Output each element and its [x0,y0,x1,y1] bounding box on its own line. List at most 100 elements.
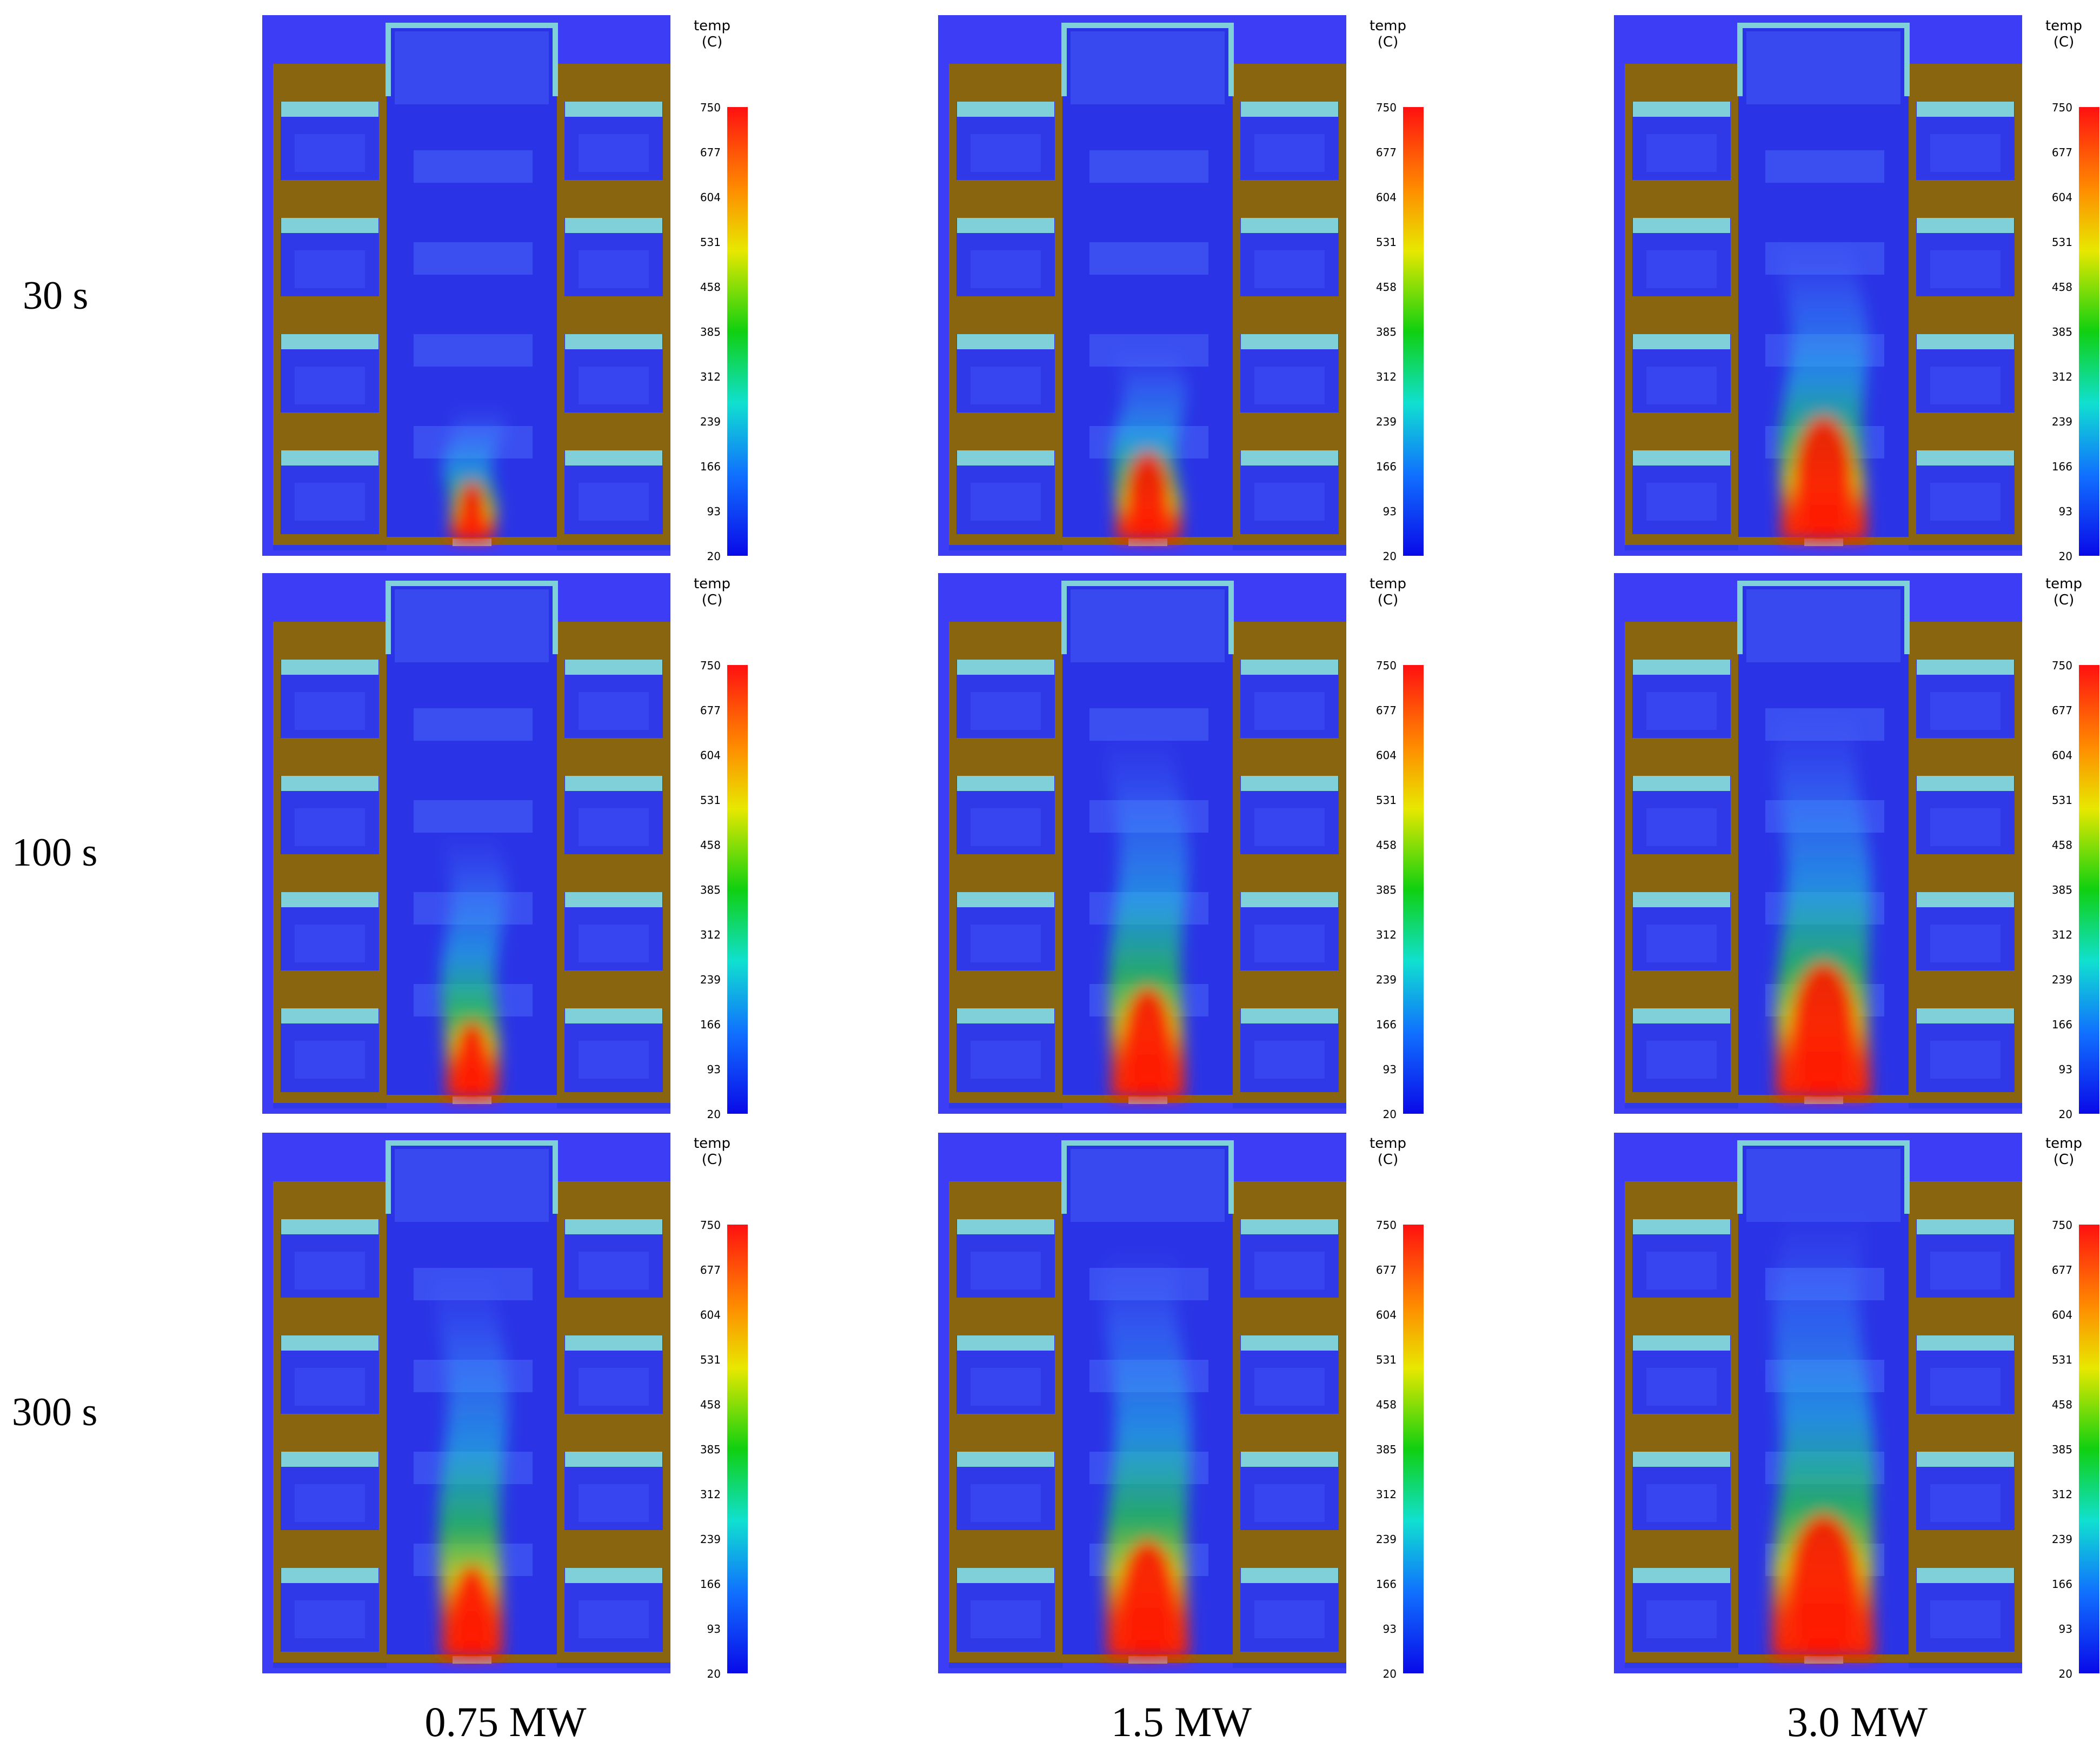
col-label-30mw: 3.0 MW [1787,1698,1928,1745]
colorbar-tick-label: 20 [1383,550,1397,563]
colorbar [1403,1225,1424,1673]
colorbar-tick-label: 312 [2052,928,2072,941]
fire-plume [1104,1246,1191,1658]
colorbar-tick-label: 677 [1376,146,1397,159]
colorbar-title: temp [2045,18,2082,34]
temperature-slice-render: temp(C) 750 677 604 531 458 385 312 239 166 93 20 [1614,573,2099,1121]
colorbar-tick-label: 750 [2052,1219,2072,1232]
colorbar-tick-label: 750 [700,101,721,114]
temperature-slice-render: temp(C) 750 677 604 531 458 385 312 239 166 93 20 [262,1133,748,1680]
colorbar-tick-label: 385 [2052,883,2072,896]
colorbar-tick-label: 312 [700,370,721,383]
simulation-panel: temp (C) 750 677 604 531 458 385 312 239 166 93 20 [938,573,1479,1130]
colorbar-tick-label: 385 [700,1443,721,1456]
colorbar-tick-label: 93 [1383,1623,1397,1636]
colorbar-tick-label: 239 [700,973,721,986]
colorbar-tick-label: 239 [1376,973,1397,986]
simulation-panel: temp (C) 750 677 604 531 458 385 312 239 166 93 20 [1614,573,2100,1130]
colorbar-tick-label: 750 [700,1219,721,1232]
simulation-panel: temp (C) 750 677 604 531 458 385 312 239 166 93 20 [938,1133,1479,1690]
colorbar-tick-label: 458 [1376,839,1397,852]
colorbar-tick-label: 20 [2059,1108,2072,1121]
colorbar-tick-label: 20 [707,550,721,563]
colorbar-tick-label: 531 [1376,794,1397,807]
colorbar-tick-label: 93 [1383,1063,1397,1076]
fire-core [457,481,487,542]
colorbar-tick-label: 750 [1376,1219,1397,1232]
temperature-slice-render: temp(C) 750 677 604 531 458 385 312 239 166 93 20 [938,15,1424,563]
colorbar-tick-label: 166 [2052,1018,2072,1031]
colorbar-tick-label: 385 [2052,325,2072,338]
colorbar-unit: (C) [702,34,722,50]
simulation-panel: temp (C) 750 677 604 531 458 385 312 239 166 93 20 [1614,15,2100,572]
colorbar-title: temp [1370,1135,1406,1152]
colorbar-tick-label: 677 [2052,1264,2072,1277]
colorbar-tick-label: 385 [1376,1443,1397,1456]
fire-core [1119,1540,1177,1660]
colorbar-tick-label: 750 [2052,659,2072,672]
colorbar-tick-label: 312 [1376,928,1397,941]
colorbar-title: temp [694,1135,730,1152]
colorbar-title: temp [2045,1135,2082,1152]
colorbar-tick-label: 20 [1383,1108,1397,1121]
colorbar-tick-label: 239 [700,1533,721,1546]
colorbar-tick-label: 750 [2052,101,2072,114]
colorbar-tick-label: 93 [707,505,721,518]
colorbar-unit: (C) [2054,592,2074,608]
colorbar-tick-label: 20 [707,1108,721,1121]
colorbar-tick-label: 677 [1376,1264,1397,1277]
colorbar-tick-label: 239 [2052,1533,2072,1546]
colorbar-tick-label: 166 [700,460,721,473]
colorbar-tick-label: 604 [2052,191,2072,204]
colorbar-tick-label: 385 [700,883,721,896]
colorbar-tick-label: 166 [700,1018,721,1031]
simulation-panel: temp (C) 750 677 604 531 458 385 312 239 166 93 20 [262,573,803,1130]
colorbar-tick-label: 458 [700,839,721,852]
colorbar-unit: (C) [2054,34,2074,50]
colorbar-tick-label: 166 [1376,1578,1397,1591]
colorbar-tick-label: 385 [1376,325,1397,338]
row-label-300s: 300 s [12,1390,98,1434]
colorbar-tick-label: 531 [700,794,721,807]
colorbar-title: temp [694,18,730,34]
colorbar-tick-label: 750 [1376,101,1397,114]
colorbar-tick-label: 166 [2052,1578,2072,1591]
colorbar-unit: (C) [1378,1152,1398,1168]
colorbar-tick-label: 531 [2052,236,2072,249]
fire-plume [438,833,507,1099]
colorbar-tick-label: 20 [1383,1667,1397,1680]
colorbar-tick-label: 385 [700,325,721,338]
colorbar-tick-label: 93 [2059,1063,2072,1076]
fire-core [1787,1513,1860,1660]
colorbar [2079,665,2099,1114]
temperature-slice-render: temp(C) 750 677 604 531 458 385 312 239 166 93 20 [1614,1133,2099,1680]
colorbar [727,1225,748,1673]
fire-core [1790,962,1857,1100]
colorbar [1403,107,1424,556]
colorbar-tick-label: 677 [2052,704,2072,717]
fire-core [450,1565,494,1660]
colorbar-unit: (C) [1378,34,1398,50]
colorbar-tick-label: 385 [1376,883,1397,896]
colorbar-tick-label: 604 [2052,749,2072,762]
colorbar-tick-label: 166 [2052,460,2072,473]
colorbar-tick-label: 20 [707,1667,721,1680]
colorbar-tick-label: 677 [1376,704,1397,717]
colorbar-tick-label: 312 [2052,1488,2072,1501]
colorbar-tick-label: 604 [1376,191,1397,204]
colorbar-tick-label: 458 [1376,281,1397,294]
colorbar-tick-label: 604 [1376,1308,1397,1321]
fire-plume [432,1271,508,1658]
colorbar-tick-label: 458 [2052,839,2072,852]
col-label-15mw: 1.5 MW [1111,1698,1252,1745]
colorbar-tick-label: 312 [1376,370,1397,383]
colorbar-unit: (C) [1378,592,1398,608]
colorbar [2079,1225,2099,1673]
colorbar-tick-label: 93 [1383,505,1397,518]
colorbar [1403,665,1424,1114]
colorbar-tick-label: 166 [1376,460,1397,473]
colorbar-tick-label: 677 [700,146,721,159]
colorbar-tick-label: 531 [2052,794,2072,807]
colorbar-tick-label: 458 [700,1398,721,1411]
